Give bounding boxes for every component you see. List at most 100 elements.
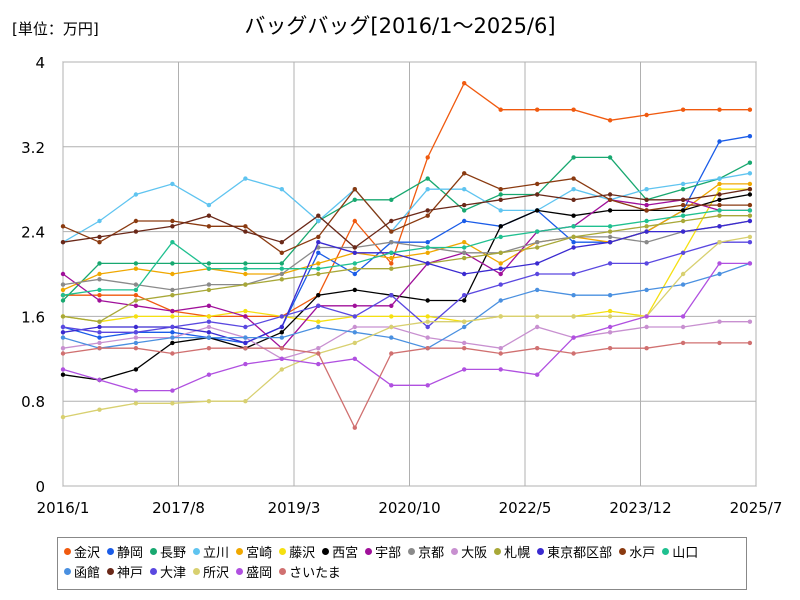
data-point — [389, 335, 394, 340]
legend-item: 神戸 — [107, 561, 143, 581]
data-point — [97, 346, 102, 351]
data-point — [316, 234, 321, 240]
data-point — [170, 293, 175, 298]
data-point — [425, 319, 430, 324]
data-point — [352, 250, 357, 255]
data-point — [571, 271, 576, 277]
data-point — [462, 81, 467, 86]
data-point — [644, 261, 649, 266]
data-point — [170, 224, 175, 229]
data-point — [389, 314, 394, 319]
data-point — [97, 240, 102, 245]
data-point — [316, 213, 321, 218]
data-point — [425, 261, 430, 266]
data-point — [170, 218, 175, 224]
legend-marker — [107, 547, 115, 555]
data-point — [717, 192, 722, 197]
legend-marker — [279, 547, 287, 555]
data-point — [535, 208, 540, 213]
data-point — [607, 330, 613, 335]
data-point — [170, 314, 175, 319]
data-point — [206, 346, 212, 351]
data-point — [206, 213, 212, 218]
data-point — [462, 346, 467, 351]
data-point — [498, 367, 503, 372]
legend-item: さいたま — [279, 561, 341, 581]
series-line — [62, 262, 751, 349]
data-point — [425, 155, 430, 160]
data-point — [389, 383, 394, 388]
legend-marker — [408, 547, 416, 555]
data-point — [352, 340, 357, 346]
data-point — [680, 197, 686, 202]
data-point — [206, 330, 212, 335]
data-point — [389, 293, 394, 298]
data-point — [680, 107, 686, 112]
data-point — [747, 202, 753, 208]
legend-label: 藤沢 — [289, 545, 316, 561]
data-point — [316, 319, 321, 324]
data-point — [206, 335, 212, 340]
data-point — [97, 234, 102, 240]
data-point — [498, 261, 503, 266]
series-12 — [60, 218, 753, 346]
data-point — [243, 361, 248, 367]
data-point — [279, 240, 284, 245]
data-point — [462, 171, 467, 176]
data-point — [747, 107, 753, 112]
data-point — [717, 319, 722, 324]
data-point — [279, 335, 284, 340]
data-point — [462, 298, 467, 303]
data-point — [680, 218, 686, 224]
data-point — [170, 401, 175, 406]
data-point — [535, 261, 540, 266]
legend-item: 静岡 — [107, 541, 143, 561]
data-point — [607, 346, 613, 351]
data-point — [535, 245, 540, 250]
data-point — [535, 287, 540, 293]
y-tick-label: 1.6 — [21, 308, 45, 326]
data-point — [535, 229, 540, 234]
legend-label: 東京都区部 — [547, 545, 613, 561]
data-point — [747, 160, 753, 165]
legend-item: 西宮 — [322, 541, 358, 561]
data-point — [717, 187, 722, 192]
legend-label: 札幌 — [504, 545, 531, 561]
data-point — [680, 271, 686, 277]
data-point — [425, 176, 430, 181]
data-point — [60, 330, 66, 335]
legend-item: 水戸 — [619, 541, 655, 561]
data-point — [133, 218, 139, 224]
data-point — [462, 218, 467, 224]
data-point — [316, 351, 321, 356]
data-point — [170, 181, 175, 187]
data-point — [389, 250, 394, 255]
data-point — [607, 118, 613, 123]
data-point — [644, 187, 649, 192]
legend-label: 金沢 — [74, 545, 101, 561]
legend-item: 函館 — [64, 561, 100, 581]
x-tick-label: 2023/12 — [609, 499, 671, 517]
data-point — [279, 324, 284, 330]
legend-marker — [537, 547, 545, 555]
data-point — [571, 245, 576, 250]
legend-marker — [619, 547, 627, 555]
data-point — [170, 340, 175, 346]
data-point — [316, 361, 321, 367]
data-point — [571, 197, 576, 202]
data-point — [717, 208, 722, 213]
data-point — [425, 187, 430, 192]
data-point — [60, 367, 66, 372]
series-16 — [60, 187, 753, 250]
data-point — [498, 224, 503, 229]
data-point — [535, 181, 540, 187]
data-point — [206, 319, 212, 324]
data-point — [316, 303, 321, 308]
series-line — [62, 321, 750, 360]
data-point — [279, 330, 284, 335]
data-point — [133, 287, 139, 293]
data-point — [133, 367, 139, 372]
data-point — [462, 208, 467, 213]
legend-marker — [236, 567, 244, 575]
data-point — [316, 250, 321, 255]
